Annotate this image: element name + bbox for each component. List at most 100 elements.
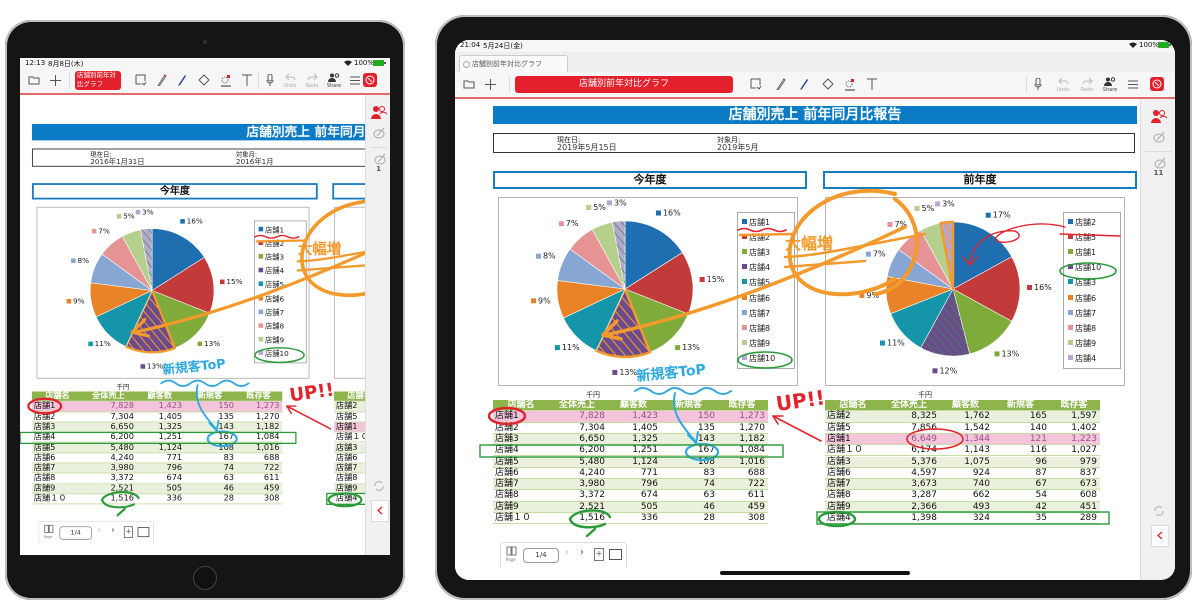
- pen-edit-icon[interactable]: [1153, 131, 1166, 143]
- lasso-select-icon[interactable]: [135, 74, 147, 86]
- redo-button[interactable]: Redo: [1078, 75, 1096, 95]
- eraser-icon[interactable]: [198, 74, 210, 86]
- value-cell: 1,273: [256, 401, 280, 411]
- pencil-icon[interactable]: [156, 74, 167, 88]
- value-cell: 1,016: [256, 442, 280, 453]
- store-name-cell: 店舗5: [827, 422, 851, 433]
- value-cell: 116: [1029, 445, 1047, 456]
- value-cell: 63: [703, 490, 715, 501]
- legend-label: 店舗9: [264, 335, 285, 345]
- laser-pointer-icon-shape: [221, 76, 229, 84]
- menu-icon[interactable]: [350, 76, 360, 85]
- ink-blue-wave: [634, 387, 732, 395]
- page-number-field[interactable]: 1/4: [59, 526, 93, 540]
- microphone-icon[interactable]: [1034, 77, 1042, 90]
- legend-swatch: [742, 264, 747, 270]
- users-icon[interactable]: [1150, 109, 1168, 124]
- tab-close-icon[interactable]: [463, 61, 470, 68]
- view-mode-button[interactable]: [609, 549, 622, 560]
- unit-label: 千円: [116, 383, 130, 391]
- app-icon[interactable]: [363, 73, 377, 87]
- eraser-icon[interactable]: [822, 78, 834, 90]
- pen-edit-icon[interactable]: [373, 127, 386, 139]
- share-button[interactable]: Share: [1101, 75, 1119, 95]
- folder-icon[interactable]: [28, 75, 40, 85]
- collapse-sidebar-button[interactable]: [1150, 525, 1169, 547]
- lasso-select-icon-shape: [135, 74, 146, 85]
- legend-swatch: [1068, 249, 1073, 255]
- pen-icon[interactable]: [799, 78, 809, 90]
- sync-icon[interactable]: [373, 480, 385, 492]
- value-cell: 1,084: [256, 432, 280, 442]
- add-page-button[interactable]: +: [123, 526, 133, 539]
- info-current-date-label: 現在日:: [557, 136, 581, 144]
- pen-edit-icon[interactable]: [374, 153, 387, 165]
- section-heading-last-year: 前年度: [823, 171, 1137, 189]
- legend-swatch: [258, 226, 264, 232]
- info-current-date-label: 現在日:: [90, 151, 112, 159]
- page-icon[interactable]: [44, 524, 55, 534]
- share-button[interactable]: Share: [325, 71, 343, 91]
- pen-edit-icon[interactable]: [1154, 157, 1167, 169]
- ink-red-arrow: [286, 405, 332, 430]
- document-title-button[interactable]: 店舗別前年対比グラフ: [75, 71, 121, 90]
- undo-button[interactable]: Undo: [281, 71, 299, 91]
- value-cell: 451: [1079, 501, 1097, 512]
- app-icon[interactable]: [1150, 77, 1164, 91]
- add-page-button[interactable]: +: [594, 548, 604, 561]
- sync-icon[interactable]: [1153, 505, 1165, 517]
- collapse-sidebar-button[interactable]: [370, 500, 389, 522]
- undo-button[interactable]: Undo: [1054, 75, 1072, 95]
- laser-pointer-icon[interactable]: [844, 78, 856, 91]
- legend-item: 店舗2: [258, 239, 284, 249]
- store-name-cell: 店舗1: [33, 401, 56, 411]
- next-page-button[interactable]: ›: [111, 525, 115, 536]
- pen-icon[interactable]: [177, 74, 187, 86]
- menu-icon[interactable]: [1128, 80, 1138, 89]
- table-row: 店舗4 6,200 1,251 167 1,084: [31, 432, 283, 443]
- value-cell: 6,650: [110, 422, 134, 432]
- home-button[interactable]: [193, 566, 217, 590]
- legend-label: 店舗9: [749, 338, 771, 348]
- store-name-cell: 店舗6: [827, 467, 851, 478]
- previous-page-button[interactable]: ‹: [565, 547, 569, 558]
- page-number-field[interactable]: 1/4: [523, 548, 559, 563]
- status-date: 8月8日(木): [48, 60, 84, 68]
- lasso-select-icon[interactable]: [750, 78, 762, 90]
- pen-edit-icon-shape: [377, 153, 385, 163]
- value-cell: 608: [1079, 490, 1097, 501]
- text-icon[interactable]: [242, 74, 252, 86]
- toolbar-divider: [258, 72, 259, 89]
- microphone-icon[interactable]: [266, 73, 274, 86]
- view-mode-button[interactable]: [137, 527, 150, 538]
- pencil-icon[interactable]: [775, 78, 786, 92]
- column-header: 新規客: [674, 400, 702, 410]
- users-icon-shape: [1152, 110, 1159, 116]
- next-page-button[interactable]: ›: [580, 547, 584, 558]
- value-cell: 1,182: [256, 422, 280, 432]
- plus-icon-shape: [485, 79, 496, 90]
- plus-icon[interactable]: [485, 79, 496, 90]
- legend-item: 店舗1: [742, 217, 770, 228]
- previous-page-button[interactable]: ‹: [97, 525, 102, 536]
- plus-icon[interactable]: [50, 75, 61, 86]
- text-icon[interactable]: [867, 78, 877, 90]
- document-title-button[interactable]: 店舗別前年対比グラフ: [515, 76, 733, 93]
- value-cell: 1,542: [964, 422, 990, 433]
- legend-label: 店舗4: [749, 263, 771, 273]
- page-icon[interactable]: [506, 546, 518, 557]
- ink-text-up: UP!!: [774, 385, 826, 416]
- store-name-cell: 店舗2: [827, 411, 851, 422]
- app-icon-shape: [367, 77, 373, 83]
- value-cell: 3,980: [579, 479, 605, 490]
- store-name-cell: 店舗7: [827, 479, 851, 490]
- users-icon[interactable]: [370, 105, 388, 120]
- legend-item: 店舗7: [1068, 308, 1096, 319]
- folder-icon[interactable]: [463, 79, 475, 89]
- info-target-month: 2016年1月: [235, 157, 274, 166]
- redo-button[interactable]: Redo: [303, 71, 321, 91]
- document-tab[interactable]: 店舗別前年対比グラフ: [459, 55, 568, 72]
- pen-edit-icon-shape: [373, 127, 384, 139]
- app-icon-shape: [363, 73, 377, 87]
- laser-pointer-icon[interactable]: [220, 74, 232, 87]
